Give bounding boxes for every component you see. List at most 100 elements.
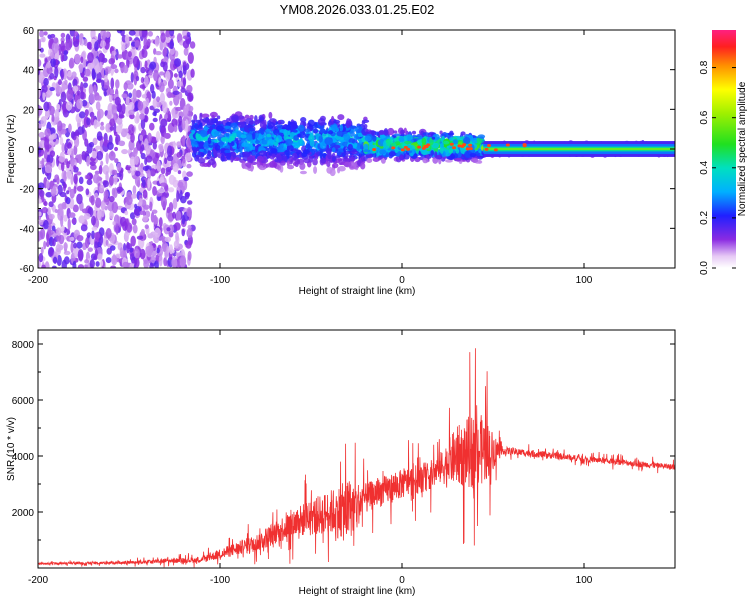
spectrogram-cell bbox=[398, 136, 405, 143]
spectrogram-cell bbox=[268, 111, 273, 119]
spectrogram-cell bbox=[104, 74, 108, 83]
spectrogram-cell bbox=[453, 157, 462, 162]
spectrogram-cell bbox=[172, 211, 177, 219]
spectrogram-cell bbox=[79, 91, 85, 100]
spectrogram-cell bbox=[100, 160, 104, 167]
spectrogram-cell bbox=[60, 37, 65, 43]
spectrogram-cell bbox=[188, 115, 192, 121]
spectrogram-cell bbox=[339, 124, 344, 132]
spectrogram-cell bbox=[54, 108, 60, 120]
spectrogram-cell bbox=[117, 103, 123, 113]
spectrogram-cell bbox=[139, 248, 146, 260]
spectrogram-cell bbox=[271, 153, 276, 158]
spectrogram-cell bbox=[431, 142, 440, 149]
spectrogram-cell bbox=[187, 250, 192, 261]
spectrogram-cell bbox=[193, 123, 200, 130]
spectrogram-cell bbox=[160, 167, 166, 175]
spectrogram-cell bbox=[136, 111, 140, 123]
spectrogram-cell bbox=[212, 124, 216, 129]
spectrogram-cell bbox=[107, 110, 112, 116]
spectrogram-cell bbox=[172, 197, 178, 210]
spectrogram-cell bbox=[93, 232, 101, 240]
spectrogram-cell bbox=[169, 40, 174, 50]
spectrogram-cell bbox=[127, 124, 135, 136]
spectrogram-cell bbox=[50, 57, 57, 68]
spectrogram-cell bbox=[128, 92, 133, 99]
spectrogram-cell bbox=[274, 158, 279, 163]
spectrogram-cell bbox=[108, 58, 116, 65]
spectrogram-hotspot bbox=[417, 145, 422, 149]
spectrogram-cell bbox=[165, 166, 172, 173]
spectrogram-cell bbox=[197, 151, 201, 156]
spectrogram-cell bbox=[63, 170, 67, 182]
spectrogram-cell bbox=[186, 171, 193, 177]
spectrogram-cell bbox=[172, 107, 176, 120]
spectrogram-cell bbox=[43, 200, 48, 207]
spectrogram-cell bbox=[81, 99, 88, 107]
spectrogram-cell bbox=[464, 150, 473, 159]
spectrogram-cell bbox=[111, 201, 118, 214]
spectrogram-cell bbox=[160, 118, 168, 128]
spectrogram-cell bbox=[49, 180, 54, 190]
spectrogram-ytick-label: 60 bbox=[23, 26, 35, 37]
spectrogram-cell bbox=[130, 170, 135, 176]
spectrogram-cell bbox=[209, 111, 218, 118]
spectrogram-cell bbox=[172, 90, 180, 96]
spectrogram-cell bbox=[436, 139, 441, 143]
spectrogram-cell bbox=[307, 119, 315, 127]
spectrogram-cell bbox=[43, 149, 48, 160]
spectrogram-cell bbox=[92, 137, 98, 146]
spectrogram-cell bbox=[48, 201, 54, 208]
spectrogram-cell bbox=[140, 66, 146, 74]
spectrogram-cell bbox=[177, 181, 184, 188]
spectrogram-cell bbox=[95, 101, 101, 111]
spectrogram-cell bbox=[99, 125, 105, 131]
spectrogram-cell bbox=[68, 59, 74, 69]
spectrogram-cell bbox=[241, 142, 249, 148]
spectrogram-cell bbox=[277, 155, 282, 163]
spectrogram-cell bbox=[140, 152, 146, 160]
spectrogram-cell bbox=[59, 191, 67, 198]
spectrogram-cell bbox=[141, 30, 148, 38]
spectrogram-cell bbox=[111, 50, 117, 56]
colorbar-tick-label: 0.6 bbox=[699, 110, 710, 124]
spectrogram-cell bbox=[90, 194, 95, 206]
spectrogram-cell bbox=[194, 141, 198, 146]
spectrogram-cell bbox=[263, 139, 268, 145]
spectrogram-cell bbox=[312, 158, 318, 166]
spectrogram-cell bbox=[224, 125, 232, 129]
spectrogram-cell bbox=[447, 132, 455, 136]
spectrogram-cell bbox=[178, 115, 183, 126]
spectrogram-cell bbox=[247, 164, 251, 169]
spectrogram-cell bbox=[96, 209, 102, 220]
spectrogram-cell bbox=[60, 215, 64, 227]
spectrogram-cell bbox=[434, 151, 438, 158]
spectrogram-cell bbox=[317, 117, 326, 126]
spectrogram-cell bbox=[442, 140, 450, 145]
spectrogram-cell bbox=[104, 39, 110, 50]
spectrogram-cell bbox=[265, 128, 271, 133]
spectrogram-cell bbox=[121, 44, 126, 52]
spectrogram-cell bbox=[176, 80, 183, 88]
spectrogram-cell bbox=[184, 119, 189, 131]
spectrogram-cell bbox=[365, 153, 374, 159]
spectrogram-cell bbox=[477, 134, 486, 139]
spectrogram-cell bbox=[374, 131, 380, 136]
spectrogram-cell bbox=[57, 120, 63, 132]
colorbar-ticks: 0.0 0.2 0.4 0.6 0.8 bbox=[699, 60, 736, 275]
spectrogram-cell bbox=[55, 244, 62, 256]
spectrogram-cell bbox=[41, 264, 46, 268]
spectrogram-cell bbox=[308, 134, 315, 142]
spectrogram-cell bbox=[358, 139, 363, 144]
spectrogram-cell bbox=[51, 225, 56, 232]
spectrogram-cell bbox=[320, 157, 327, 164]
spectrogram-cell bbox=[319, 141, 327, 149]
spectrogram-cell bbox=[114, 96, 121, 106]
spectrogram-cell bbox=[226, 117, 231, 122]
spectrogram-cell bbox=[94, 192, 99, 199]
spectrogram-cell bbox=[225, 132, 230, 137]
spectrogram-cell bbox=[88, 84, 94, 96]
spectrogram-cell bbox=[140, 228, 145, 236]
spectrogram-cell bbox=[66, 170, 73, 180]
spectrogram-cell bbox=[404, 140, 412, 145]
